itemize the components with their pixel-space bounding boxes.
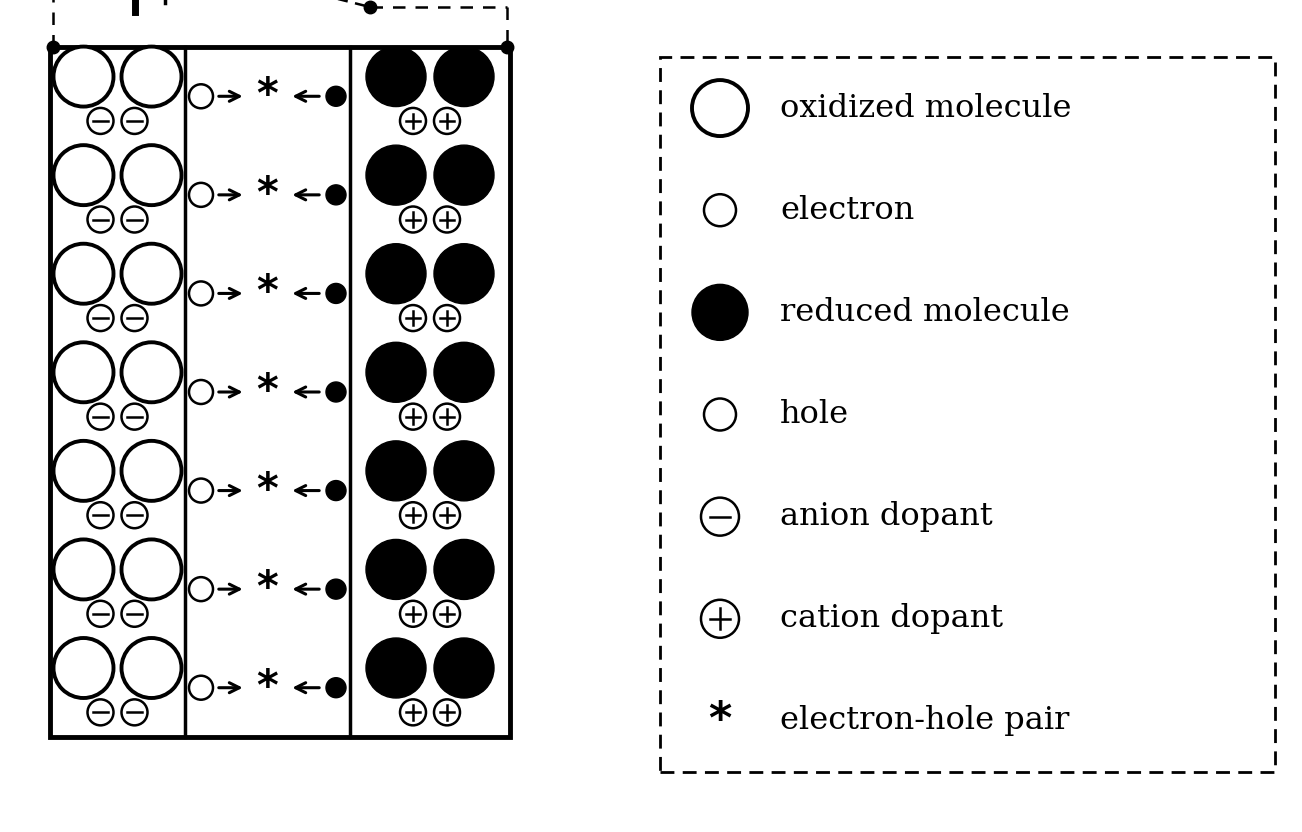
Text: *: *	[256, 469, 279, 512]
Circle shape	[87, 206, 113, 232]
Circle shape	[434, 305, 460, 331]
Circle shape	[366, 244, 426, 304]
Circle shape	[326, 185, 346, 205]
Circle shape	[87, 601, 113, 626]
Circle shape	[704, 194, 736, 226]
Circle shape	[121, 503, 147, 528]
Circle shape	[53, 47, 113, 106]
Circle shape	[121, 145, 181, 206]
Circle shape	[121, 404, 147, 429]
Circle shape	[434, 441, 493, 501]
Circle shape	[121, 638, 181, 698]
Circle shape	[189, 380, 214, 404]
Circle shape	[434, 342, 493, 403]
Circle shape	[53, 539, 113, 599]
Circle shape	[366, 145, 426, 206]
Circle shape	[434, 503, 460, 528]
Circle shape	[326, 382, 346, 402]
Circle shape	[434, 47, 493, 106]
Circle shape	[704, 399, 736, 430]
Circle shape	[121, 206, 147, 232]
Circle shape	[434, 145, 493, 206]
Circle shape	[121, 342, 181, 403]
FancyBboxPatch shape	[660, 57, 1275, 772]
Circle shape	[121, 244, 181, 304]
Circle shape	[53, 244, 113, 304]
Circle shape	[87, 108, 113, 134]
Circle shape	[400, 601, 426, 626]
Circle shape	[366, 47, 426, 106]
Circle shape	[400, 206, 426, 232]
Circle shape	[400, 503, 426, 528]
Circle shape	[121, 441, 181, 501]
Circle shape	[400, 108, 426, 134]
Circle shape	[434, 108, 460, 134]
Circle shape	[189, 84, 214, 108]
Circle shape	[700, 498, 740, 536]
Circle shape	[87, 503, 113, 528]
Circle shape	[121, 305, 147, 331]
Text: *: *	[256, 174, 279, 215]
Circle shape	[189, 676, 214, 700]
Text: electron: electron	[780, 195, 914, 225]
Text: electron-hole pair: electron-hole pair	[780, 706, 1069, 736]
Text: *: *	[256, 75, 279, 117]
Text: reduced molecule: reduced molecule	[780, 297, 1070, 328]
Circle shape	[189, 478, 214, 503]
Text: hole: hole	[780, 399, 849, 430]
Circle shape	[121, 47, 181, 106]
Circle shape	[366, 342, 426, 403]
Circle shape	[691, 80, 749, 136]
Circle shape	[53, 638, 113, 698]
Text: *: *	[256, 272, 279, 314]
Circle shape	[400, 305, 426, 331]
Circle shape	[434, 700, 460, 726]
Circle shape	[691, 285, 749, 340]
Text: cation dopant: cation dopant	[780, 603, 1003, 634]
Circle shape	[366, 539, 426, 599]
Circle shape	[326, 481, 346, 501]
Text: oxidized molecule: oxidized molecule	[780, 92, 1072, 124]
Text: *: *	[256, 371, 279, 413]
Text: *: *	[256, 666, 279, 709]
Circle shape	[700, 600, 740, 638]
Text: anion dopant: anion dopant	[780, 501, 992, 532]
Circle shape	[434, 638, 493, 698]
Circle shape	[366, 638, 426, 698]
FancyBboxPatch shape	[49, 47, 510, 737]
Circle shape	[434, 404, 460, 429]
Circle shape	[53, 342, 113, 403]
Circle shape	[87, 700, 113, 726]
Text: *: *	[708, 700, 732, 742]
Circle shape	[326, 87, 346, 106]
Circle shape	[400, 404, 426, 429]
Circle shape	[189, 281, 214, 305]
Circle shape	[121, 108, 147, 134]
Text: *: *	[256, 568, 279, 610]
Circle shape	[189, 577, 214, 602]
Circle shape	[326, 678, 346, 698]
Circle shape	[366, 441, 426, 501]
Circle shape	[87, 305, 113, 331]
Circle shape	[434, 206, 460, 232]
Circle shape	[434, 244, 493, 304]
Circle shape	[434, 539, 493, 599]
Circle shape	[53, 145, 113, 206]
Circle shape	[53, 441, 113, 501]
Circle shape	[121, 601, 147, 626]
Circle shape	[87, 404, 113, 429]
Circle shape	[326, 579, 346, 599]
Circle shape	[121, 700, 147, 726]
Circle shape	[400, 700, 426, 726]
Circle shape	[434, 601, 460, 626]
Circle shape	[121, 539, 181, 599]
Circle shape	[189, 183, 214, 207]
Circle shape	[326, 284, 346, 304]
